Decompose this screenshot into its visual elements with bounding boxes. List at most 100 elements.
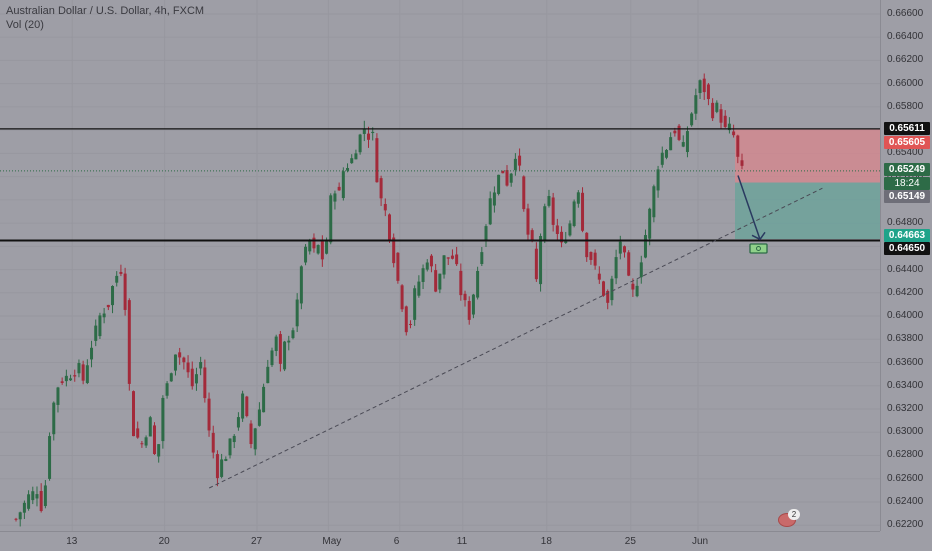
candle-body <box>543 206 547 241</box>
candle-body <box>190 368 194 387</box>
candle-body <box>337 186 341 191</box>
candle-body <box>270 350 274 366</box>
candle-body <box>199 361 203 369</box>
price-tick-label: 0.62800 <box>887 449 924 461</box>
candle-body <box>22 502 26 513</box>
time-axis[interactable]: 13 20 27 May 6 11 18 25 Jun <box>0 531 880 551</box>
time-tick-label: May <box>322 536 342 547</box>
alerts-badge[interactable]: 2 <box>776 509 800 527</box>
candle-body <box>157 444 161 457</box>
candle-body <box>484 226 488 242</box>
candle-body <box>526 208 530 235</box>
volume-indicator-label[interactable]: Vol (20) <box>6 19 44 31</box>
candle-body <box>56 387 60 405</box>
candle-body <box>568 223 572 236</box>
candle-body <box>685 131 689 153</box>
candle-body <box>681 142 685 147</box>
price-tick-label: 0.64200 <box>887 286 924 298</box>
candle-body <box>694 95 698 114</box>
trendline <box>208 187 823 489</box>
candle-body <box>320 241 324 260</box>
candle-body <box>534 248 538 280</box>
time-tick-label: 27 <box>251 536 263 547</box>
drawing-overlays[interactable] <box>0 128 880 489</box>
candle-body <box>442 255 446 275</box>
candle-body <box>610 278 614 301</box>
price-axis[interactable]: 0.66600 0.66400 0.66200 0.66000 0.65800 0.656… <box>880 0 932 531</box>
candle-body <box>497 174 501 194</box>
candle-body <box>698 80 702 94</box>
current-price-tag: 0.65249 <box>884 163 930 176</box>
price-tick-label: 0.62400 <box>887 495 924 507</box>
candle-body <box>350 158 354 164</box>
candle-body <box>434 270 438 292</box>
symbol-title[interactable]: Australian Dollar / U.S. Dollar, 4h, FXC… <box>6 5 205 17</box>
candle-body <box>144 437 148 446</box>
time-tick-label: 11 <box>456 536 468 547</box>
candle-body <box>547 196 551 206</box>
time-tick-label: 13 <box>66 536 78 547</box>
candle-body <box>274 336 278 351</box>
candle-body <box>316 245 320 254</box>
candle-body <box>127 300 131 384</box>
price-tick-label: 0.63400 <box>887 379 924 391</box>
candle-body <box>111 285 115 306</box>
price-tick-label: 0.66000 <box>887 77 924 89</box>
candle-body <box>404 306 408 333</box>
candle-body <box>719 109 723 123</box>
candle-body <box>161 397 165 442</box>
candle-body <box>656 169 660 191</box>
candle-body <box>215 454 219 479</box>
stop-price-tag: 0.65605 <box>884 136 930 149</box>
chart-area[interactable]: Australian Dollar / U.S. Dollar, 4h, FXC… <box>0 0 880 531</box>
candle-body <box>106 304 110 308</box>
candle-body <box>148 417 152 437</box>
projection-arrow <box>737 175 761 240</box>
candle-body <box>178 352 182 358</box>
candle-body <box>90 347 94 360</box>
candle-body <box>283 341 287 370</box>
candle-body <box>581 192 585 231</box>
price-tick-label: 0.63000 <box>887 426 924 438</box>
candle-body <box>18 512 22 520</box>
candle-body <box>492 192 496 206</box>
candle-body <box>232 435 236 443</box>
candle-body <box>539 236 543 285</box>
candle-body <box>266 366 270 384</box>
candle-body <box>94 325 98 341</box>
price-tick-label: 0.65800 <box>887 100 924 112</box>
candle-body <box>648 208 652 239</box>
candle-body <box>85 365 89 384</box>
candle-body <box>52 402 56 435</box>
candlestick-series <box>14 73 744 527</box>
price-chart[interactable] <box>0 0 880 531</box>
position-zones[interactable] <box>735 129 880 240</box>
candle-body <box>14 518 18 520</box>
price-tick-label: 0.66600 <box>887 7 924 19</box>
candle-body <box>652 186 656 218</box>
candle-body <box>257 409 261 426</box>
candle-body <box>417 281 421 296</box>
candle-body <box>295 299 299 327</box>
candle-body <box>77 363 81 374</box>
arrow-head-icon <box>751 231 766 241</box>
price-tick-label: 0.63200 <box>887 402 924 414</box>
candle-body <box>341 171 345 199</box>
money-target-icon <box>749 243 768 254</box>
candle-body <box>522 176 526 210</box>
candle-body <box>614 257 618 279</box>
candle-body <box>732 131 736 136</box>
candle-body <box>278 334 282 364</box>
candle-body <box>711 102 715 119</box>
candle-body <box>203 367 207 399</box>
candle-body <box>35 494 39 499</box>
candle-body <box>102 313 106 318</box>
candle-body <box>597 273 601 280</box>
candle-body <box>501 170 505 174</box>
candle-body <box>173 354 177 371</box>
candle-body <box>706 84 710 100</box>
candle-body <box>736 135 740 157</box>
candle-body <box>425 262 429 270</box>
risk-zone <box>735 129 880 183</box>
candle-body <box>140 443 144 445</box>
